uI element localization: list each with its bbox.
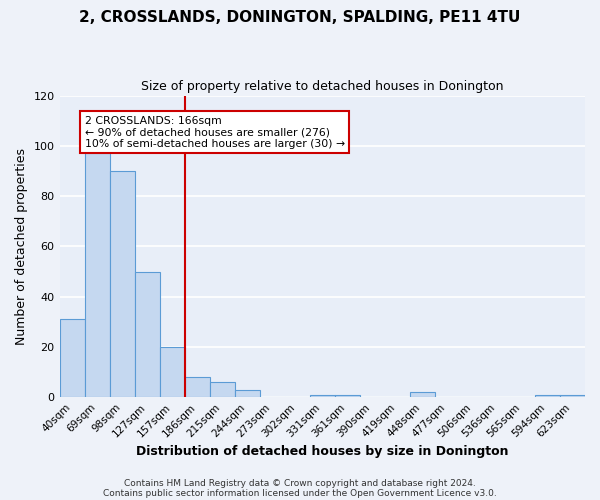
Bar bbox=[535, 394, 560, 397]
Text: Contains HM Land Registry data © Crown copyright and database right 2024.: Contains HM Land Registry data © Crown c… bbox=[124, 478, 476, 488]
Title: Size of property relative to detached houses in Donington: Size of property relative to detached ho… bbox=[141, 80, 503, 93]
Bar bbox=[160, 347, 185, 397]
Bar bbox=[110, 171, 134, 397]
Bar bbox=[59, 320, 85, 397]
Bar bbox=[134, 272, 160, 397]
Bar bbox=[335, 394, 360, 397]
X-axis label: Distribution of detached houses by size in Donington: Distribution of detached houses by size … bbox=[136, 444, 509, 458]
Bar bbox=[209, 382, 235, 397]
Text: 2, CROSSLANDS, DONINGTON, SPALDING, PE11 4TU: 2, CROSSLANDS, DONINGTON, SPALDING, PE11… bbox=[79, 10, 521, 25]
Y-axis label: Number of detached properties: Number of detached properties bbox=[15, 148, 28, 345]
Bar bbox=[85, 154, 110, 397]
Text: 2 CROSSLANDS: 166sqm
← 90% of detached houses are smaller (276)
10% of semi-deta: 2 CROSSLANDS: 166sqm ← 90% of detached h… bbox=[85, 116, 344, 149]
Bar bbox=[310, 394, 335, 397]
Bar bbox=[235, 390, 260, 397]
Bar bbox=[410, 392, 435, 397]
Text: Contains public sector information licensed under the Open Government Licence v3: Contains public sector information licen… bbox=[103, 488, 497, 498]
Bar bbox=[560, 394, 585, 397]
Bar bbox=[185, 377, 209, 397]
